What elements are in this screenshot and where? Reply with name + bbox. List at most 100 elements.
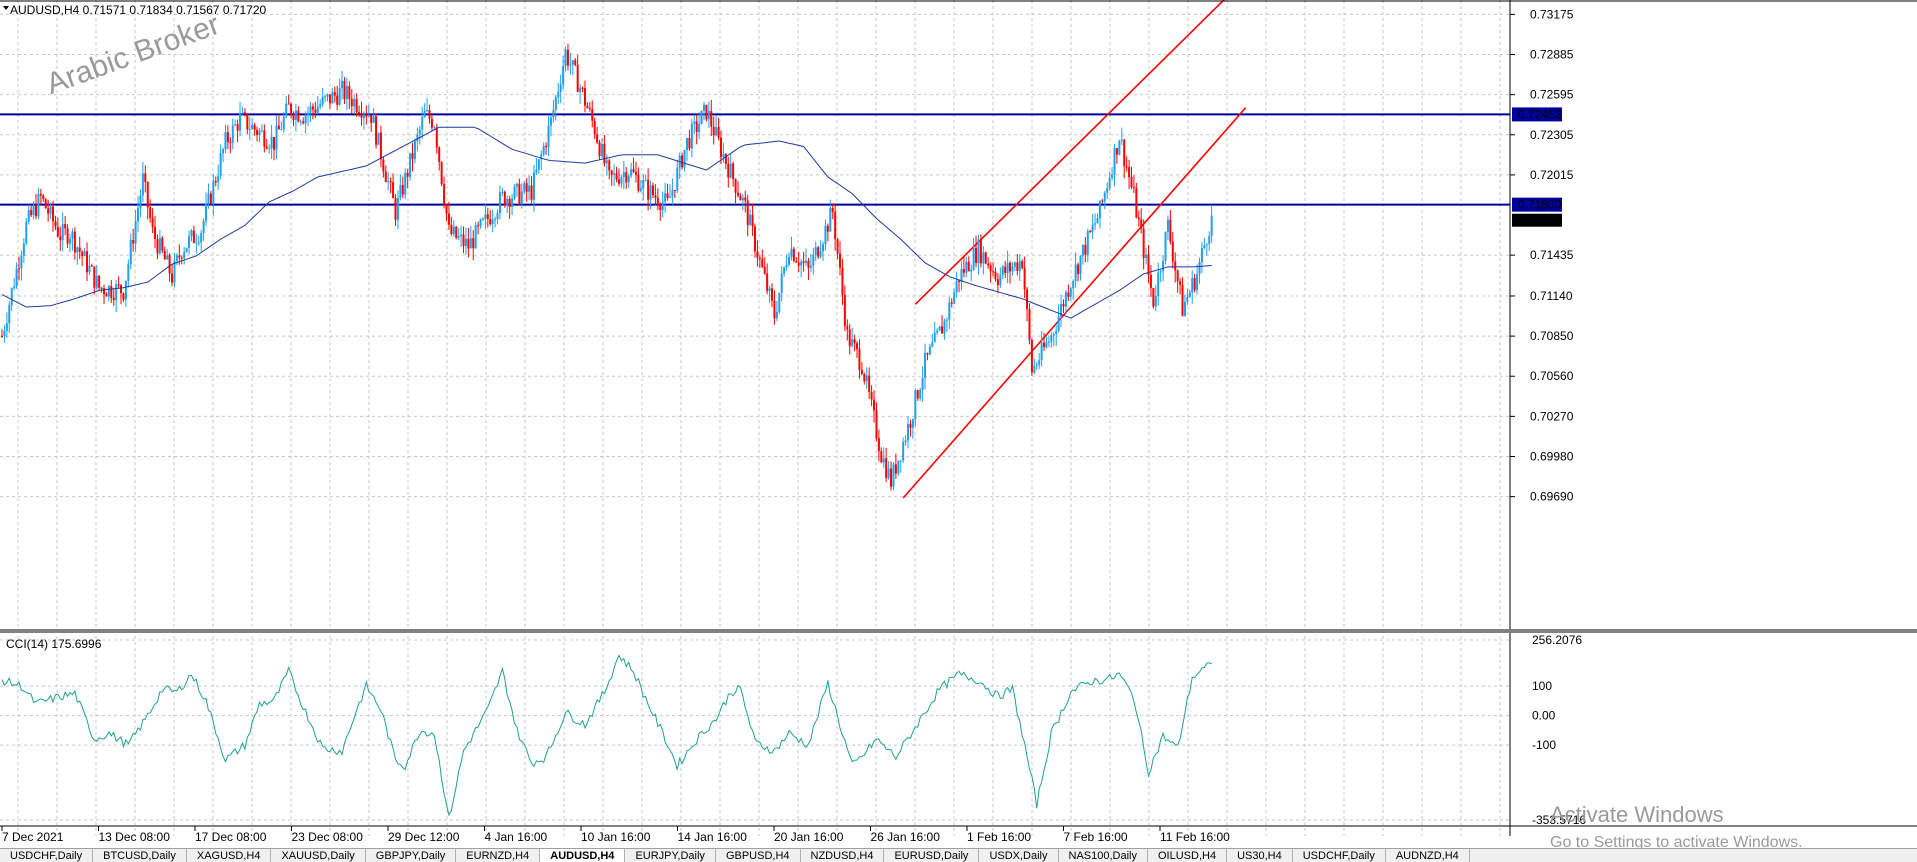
chart-tab[interactable]: NZDUSD,H4 <box>801 849 885 862</box>
bull-candle <box>814 247 817 255</box>
chart-tab[interactable]: EURUSD,Daily <box>884 849 980 862</box>
bull-candle <box>1072 281 1075 289</box>
bull-candle <box>1157 272 1160 297</box>
chart-tab[interactable]: USDCHF,Daily <box>0 849 94 862</box>
bull-candle <box>579 87 582 92</box>
bull-candle <box>812 254 815 266</box>
bull-candle <box>469 238 472 249</box>
bull-candle <box>559 84 562 92</box>
bear-candle <box>154 226 157 240</box>
bull-candle <box>1191 278 1194 293</box>
bear-candle <box>1176 270 1179 282</box>
bear-candle <box>518 183 521 204</box>
bull-candle <box>1200 248 1203 263</box>
bull-candle <box>911 419 914 428</box>
bear-candle <box>1132 187 1135 189</box>
horizontal-levels[interactable]: 0.72452 0.71800 0.71720 <box>0 107 1562 228</box>
bull-candle <box>69 238 72 244</box>
bull-candle <box>139 195 142 209</box>
bear-candle <box>44 199 47 209</box>
bear-candle <box>348 86 351 99</box>
bear-candle <box>450 224 453 235</box>
bear-candle <box>277 125 280 130</box>
bear-candle <box>634 172 637 175</box>
bull-candle <box>676 167 679 191</box>
bear-candle <box>443 184 446 205</box>
chart-tab[interactable]: XAGUSD,H4 <box>187 849 272 862</box>
bull-candle <box>683 149 686 168</box>
chart-tab[interactable]: AUDNZD,H4 <box>1386 849 1470 862</box>
bull-candle <box>268 148 271 150</box>
bear-candle <box>836 239 839 254</box>
bull-candle <box>205 203 208 222</box>
bull-candle <box>61 224 64 241</box>
bear-candle <box>112 297 115 301</box>
chart-tab[interactable]: USDX,Daily <box>979 849 1059 862</box>
bull-candle <box>1057 316 1060 331</box>
chart-tab[interactable]: EURJPY,Daily <box>625 849 716 862</box>
bear-candle <box>615 173 618 180</box>
bull-candle <box>1001 266 1004 275</box>
bear-candle <box>314 109 317 113</box>
bear-candle <box>226 132 229 143</box>
bull-candle <box>953 292 956 304</box>
bear-candle <box>848 329 851 347</box>
chart-tab[interactable]: GBPUSD,H4 <box>716 849 801 862</box>
bull-candle <box>902 442 905 461</box>
bull-candle <box>175 255 178 261</box>
bull-candle <box>783 267 786 274</box>
bear-candle <box>379 132 382 160</box>
bull-candle <box>822 244 825 252</box>
bear-candle <box>1115 148 1118 155</box>
bear-candle <box>586 105 589 109</box>
chart-tab[interactable]: NAS100,Daily <box>1059 849 1148 862</box>
bear-candle <box>30 210 33 216</box>
bull-candle <box>685 138 688 150</box>
trend-channel[interactable] <box>902 0 1247 499</box>
bull-candle <box>1164 231 1167 261</box>
bull-candle <box>331 92 334 104</box>
bull-candle <box>552 109 555 118</box>
bull-candle <box>999 274 1002 286</box>
chart-tab[interactable]: GBPJPY,Daily <box>366 849 457 862</box>
chart-tab[interactable]: XAUUSD,Daily <box>271 849 366 862</box>
bear-candle <box>440 162 443 185</box>
chart-tab[interactable]: US30,H4 <box>1227 849 1293 862</box>
chart-tab[interactable]: EURNZD,H4 <box>456 849 541 862</box>
bull-candle <box>309 106 312 113</box>
chart-tab[interactable]: AUDUSD,H4 <box>540 849 626 862</box>
bear-candle <box>1193 278 1196 291</box>
bear-candle <box>870 392 873 400</box>
bear-candle <box>739 195 742 201</box>
bear-candle <box>105 294 108 297</box>
cci-tick-label: -100 <box>1532 738 1556 752</box>
bull-candle <box>780 273 783 293</box>
bear-candle <box>719 137 722 158</box>
bear-candle <box>1089 231 1092 233</box>
bull-candle <box>1040 342 1043 361</box>
bull-candle <box>129 239 132 265</box>
bull-candle <box>362 114 365 118</box>
bear-candle <box>673 189 676 191</box>
dropdown-arrow-icon[interactable] <box>3 6 9 10</box>
bull-candle <box>5 323 8 331</box>
bull-candle <box>693 121 696 124</box>
time-tick-label: 1 Feb 16:00 <box>967 830 1031 844</box>
bear-candle <box>73 231 76 253</box>
cci-tick-label: -353.5716 <box>1532 813 1586 827</box>
bull-candle <box>698 124 701 132</box>
chart-tab[interactable]: BTCUSD,Daily <box>93 849 187 862</box>
cci-tick-label: 256.2076 <box>1532 633 1582 647</box>
bull-candle <box>404 172 407 195</box>
chart-tab[interactable]: USDCHF,Daily <box>1293 849 1386 862</box>
bull-candle <box>1108 177 1111 188</box>
chart-tab[interactable]: OILUSD,H4 <box>1148 849 1228 862</box>
bull-candle <box>899 460 902 462</box>
bear-candle <box>856 343 859 350</box>
bull-candle <box>1210 215 1213 236</box>
bull-candle <box>326 94 329 97</box>
bear-candle <box>263 130 266 147</box>
bear-candle <box>1084 245 1087 255</box>
moving-average-line <box>1 126 1212 319</box>
